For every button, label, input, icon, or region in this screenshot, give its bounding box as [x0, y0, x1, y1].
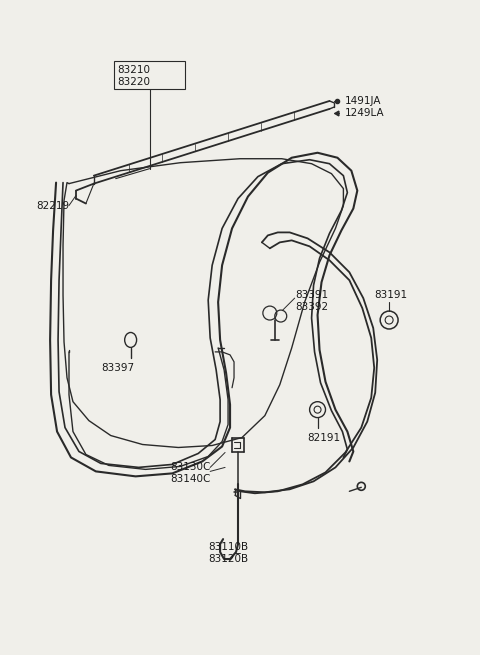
- Text: 83220: 83220: [118, 77, 151, 87]
- Text: 83397: 83397: [101, 363, 134, 373]
- Text: 83110B: 83110B: [208, 542, 248, 552]
- Text: 83140C: 83140C: [170, 474, 211, 484]
- Text: 82219: 82219: [36, 200, 69, 210]
- Text: 1491JA: 1491JA: [344, 96, 381, 106]
- Text: 83130C: 83130C: [170, 462, 211, 472]
- Text: 83392: 83392: [296, 302, 329, 312]
- Text: 1249LA: 1249LA: [344, 108, 384, 118]
- Text: 83210: 83210: [118, 65, 151, 75]
- Text: 83191: 83191: [374, 290, 408, 300]
- Text: 83391: 83391: [296, 290, 329, 300]
- Text: 82191: 82191: [308, 432, 341, 443]
- Bar: [114, 61, 185, 89]
- Text: 83120B: 83120B: [208, 554, 248, 564]
